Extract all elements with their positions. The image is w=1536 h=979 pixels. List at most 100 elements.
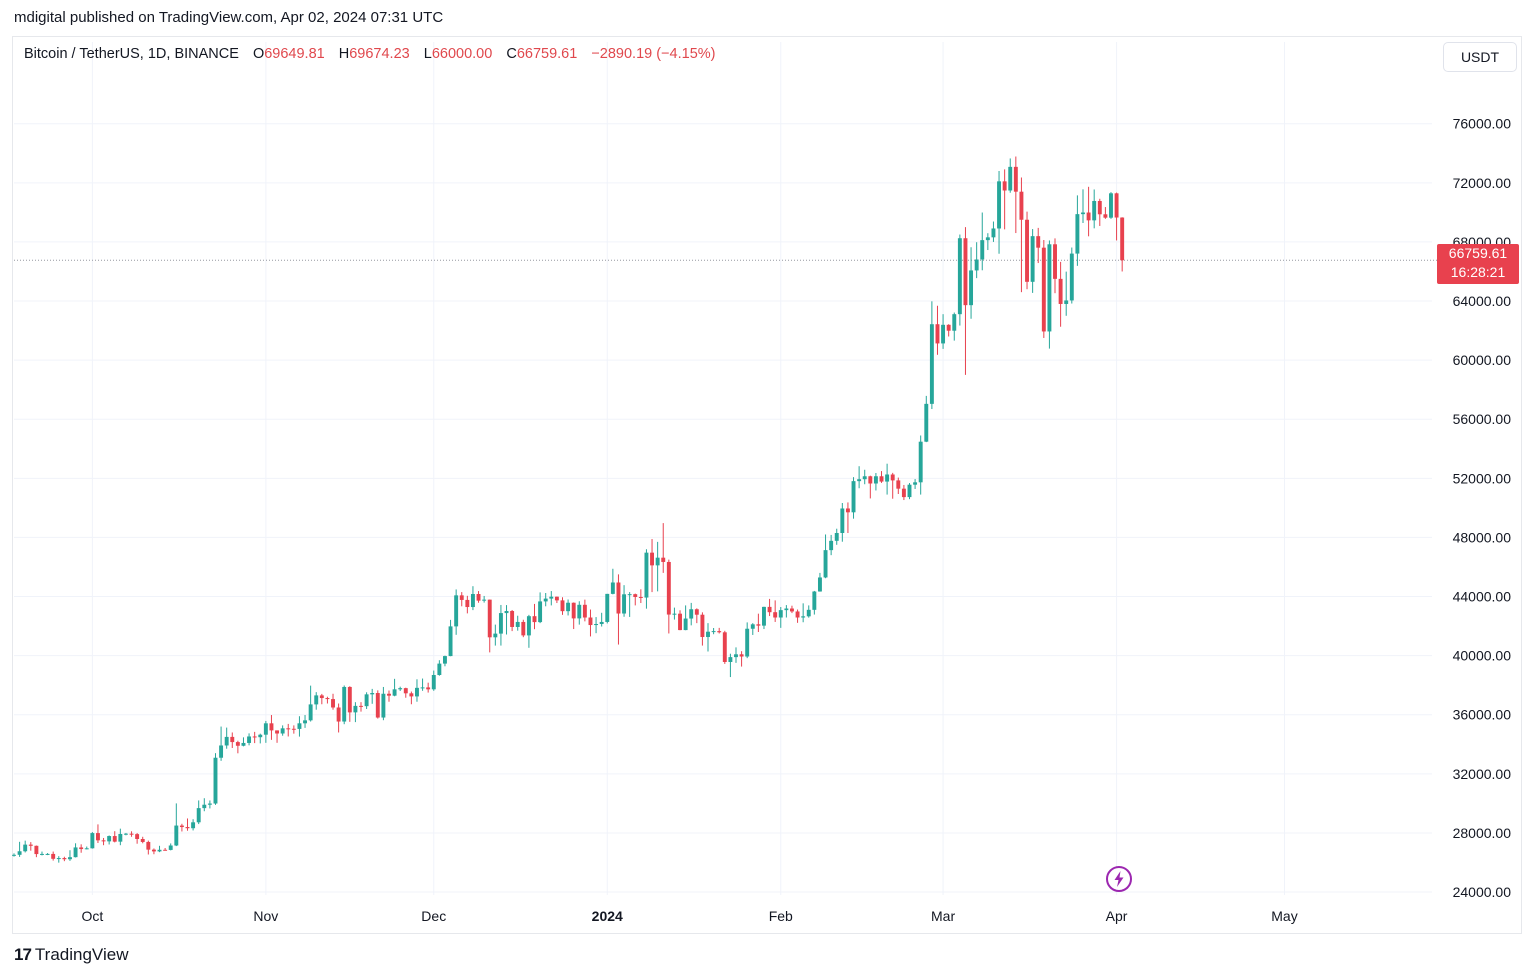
candle[interactable] (711, 628, 716, 635)
candle[interactable] (101, 837, 106, 846)
candle[interactable] (230, 732, 235, 748)
candle[interactable] (476, 591, 481, 603)
candle[interactable] (392, 678, 397, 697)
lightning-bolt-icon[interactable] (1106, 866, 1132, 892)
candle[interactable] (370, 688, 375, 704)
candle[interactable] (1064, 271, 1069, 316)
candle[interactable] (969, 247, 974, 319)
candle[interactable] (526, 614, 531, 648)
candle[interactable] (582, 599, 587, 622)
candle[interactable] (196, 800, 201, 825)
candle[interactable] (129, 831, 134, 837)
candle[interactable] (191, 819, 196, 831)
candle[interactable] (873, 473, 878, 491)
candle[interactable] (1030, 229, 1035, 293)
candle[interactable] (650, 539, 654, 593)
candle[interactable] (12, 853, 16, 857)
candle[interactable] (375, 690, 380, 719)
candle[interactable] (353, 702, 358, 723)
candle[interactable] (610, 568, 615, 595)
candle[interactable] (426, 682, 431, 693)
candle[interactable] (51, 851, 56, 861)
candle[interactable] (588, 609, 593, 637)
candle[interactable] (34, 845, 39, 858)
candle[interactable] (62, 856, 67, 862)
candle[interactable] (515, 615, 520, 631)
candle[interactable] (812, 590, 817, 615)
candle[interactable] (683, 605, 688, 631)
candle[interactable] (364, 692, 369, 709)
candle[interactable] (1097, 198, 1102, 226)
candle[interactable] (163, 848, 168, 851)
candle[interactable] (275, 730, 280, 743)
candle[interactable] (510, 609, 515, 632)
candle[interactable] (1002, 169, 1007, 230)
candle[interactable] (840, 503, 845, 542)
candle[interactable] (157, 845, 162, 853)
candle[interactable] (851, 477, 856, 519)
candle[interactable] (901, 484, 906, 501)
candle[interactable] (168, 843, 173, 851)
candle[interactable] (678, 610, 682, 631)
candle[interactable] (784, 605, 789, 618)
candle[interactable] (778, 607, 783, 628)
candle[interactable] (1081, 189, 1085, 224)
candle[interactable] (45, 853, 50, 856)
candle[interactable] (1086, 186, 1091, 237)
candle[interactable] (280, 725, 285, 736)
candle[interactable] (896, 477, 901, 494)
tradingview-brand[interactable]: 17 TradingView (14, 945, 128, 965)
candle[interactable] (862, 469, 867, 485)
candle[interactable] (885, 463, 890, 495)
candle[interactable] (319, 693, 324, 705)
candle[interactable] (728, 653, 733, 678)
candle[interactable] (605, 593, 610, 624)
candle[interactable] (1019, 177, 1024, 293)
candle[interactable] (560, 597, 565, 615)
candle[interactable] (403, 687, 408, 698)
candle[interactable] (622, 585, 627, 617)
candle[interactable] (756, 613, 761, 632)
candle[interactable] (952, 312, 957, 341)
candle[interactable] (347, 686, 352, 722)
candle[interactable] (1103, 207, 1108, 219)
candle[interactable] (706, 623, 710, 652)
candle[interactable] (795, 609, 800, 623)
candle[interactable] (722, 630, 727, 664)
candle[interactable] (431, 670, 436, 691)
candle[interactable] (1008, 158, 1013, 193)
candle[interactable] (655, 541, 660, 592)
candle[interactable] (1013, 156, 1018, 234)
candle[interactable] (487, 599, 492, 653)
candle[interactable] (420, 678, 425, 691)
candle[interactable] (817, 572, 822, 592)
candle[interactable] (554, 596, 559, 604)
candle[interactable] (717, 627, 722, 634)
candle[interactable] (314, 692, 319, 710)
candle[interactable] (571, 602, 576, 630)
candle[interactable] (543, 592, 548, 607)
candle[interactable] (482, 595, 487, 603)
candle[interactable] (409, 691, 414, 705)
candle[interactable] (107, 835, 112, 845)
candle[interactable] (1036, 227, 1041, 264)
candle[interactable] (79, 844, 84, 853)
candle[interactable] (538, 592, 543, 624)
candle[interactable] (40, 851, 44, 856)
candle[interactable] (112, 831, 117, 843)
candle[interactable] (146, 840, 151, 855)
candle[interactable] (381, 686, 386, 721)
candle[interactable] (219, 726, 224, 761)
candle[interactable] (1041, 239, 1046, 338)
candle[interactable] (415, 679, 419, 702)
candle[interactable] (773, 600, 778, 622)
candle[interactable] (672, 607, 677, 620)
candle[interactable] (269, 715, 274, 740)
candle[interactable] (1047, 240, 1052, 349)
candle[interactable] (750, 623, 755, 635)
candle[interactable] (23, 840, 28, 853)
candle[interactable] (890, 472, 895, 499)
candle[interactable] (95, 824, 100, 843)
candle[interactable] (913, 479, 918, 489)
